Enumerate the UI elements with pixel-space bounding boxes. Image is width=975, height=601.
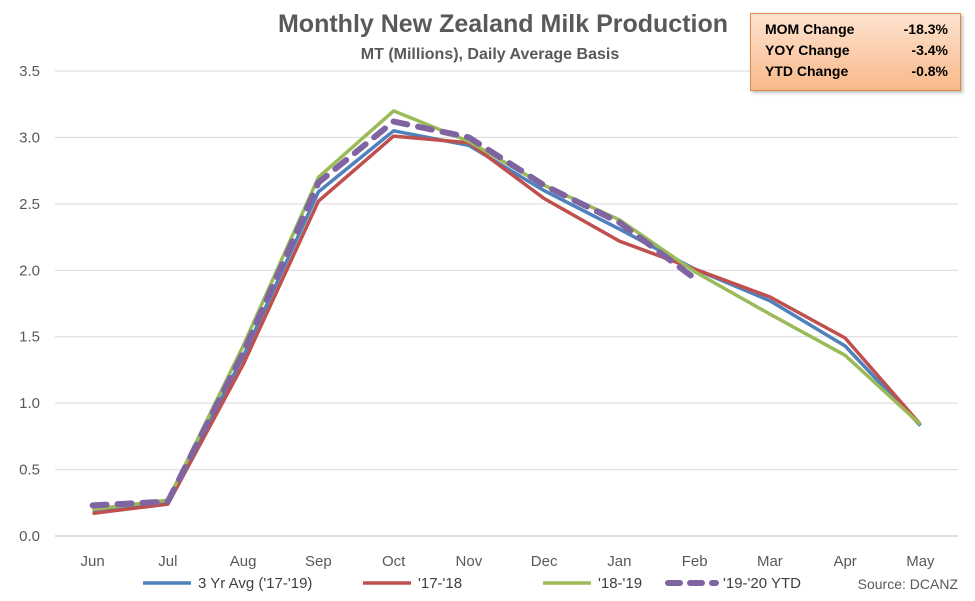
series-line [92,129,922,513]
legend: 3 Yr Avg ('17-'19) '17-'18 '18-'19 '19-'20 … [143,575,801,592]
series-line [89,118,698,509]
stat-value: -3.4% [911,42,948,58]
stat-label: YOY Change [765,42,850,58]
series-line [92,134,922,516]
y-axis-tick-labels: 0.0 0.5 1.0 1.5 2.0 2.5 3.0 3.5 [19,63,40,545]
stat-row-ytd: YTD Change -0.8% [765,63,948,84]
y-tick-label: 0.0 [19,528,40,545]
x-tick-label: Aug [230,553,257,570]
x-tick-label: Mar [757,553,783,570]
legend-label: '19-'20 YTD [723,575,801,592]
y-tick-label: 3.0 [19,129,40,146]
stat-label: MOM Change [765,21,855,37]
chart-subtitle: MT (Millions), Daily Average Basis [361,46,620,63]
stat-label: YTD Change [765,63,849,79]
stat-row-yoy: YOY Change -3.4% [765,42,948,63]
stat-row-mom: MOM Change -18.3% [765,21,948,42]
x-tick-label: May [906,553,935,570]
x-tick-label: Nov [456,553,483,570]
legend-label: 3 Yr Avg ('17-'19) [198,575,312,592]
y-tick-label: 0.5 [19,462,40,479]
y-tick-label: 2.0 [19,262,40,279]
stat-value: -18.3% [903,21,948,37]
change-stats-box: MOM Change -18.3% YOY Change -3.4% YTD C… [750,13,961,91]
x-tick-label: Jul [158,553,177,570]
y-tick-label: 3.5 [19,63,40,80]
y-tick-label: 1.0 [19,395,40,412]
x-axis-tick-labels: Jun Jul Aug Sep Oct Nov Dec Jan Feb Mar Apr May [81,553,936,570]
series-lines [89,109,922,516]
legend-label: '17-'18 [418,575,462,592]
x-tick-label: Jan [607,553,631,570]
y-tick-label: 2.5 [19,196,40,213]
x-tick-label: Apr [833,553,856,570]
x-tick-label: Feb [682,553,708,570]
x-tick-label: Oct [382,553,406,570]
stat-value: -0.8% [911,63,948,79]
x-tick-label: Dec [531,553,558,570]
x-tick-label: Sep [305,553,332,570]
chart-title: Monthly New Zealand Milk Production [278,10,728,38]
source-note: Source: DCANZ [858,576,959,592]
y-tick-label: 1.5 [19,329,40,346]
legend-label: '18-'19 [598,575,642,592]
gridlines [55,70,958,537]
x-tick-label: Jun [81,553,105,570]
